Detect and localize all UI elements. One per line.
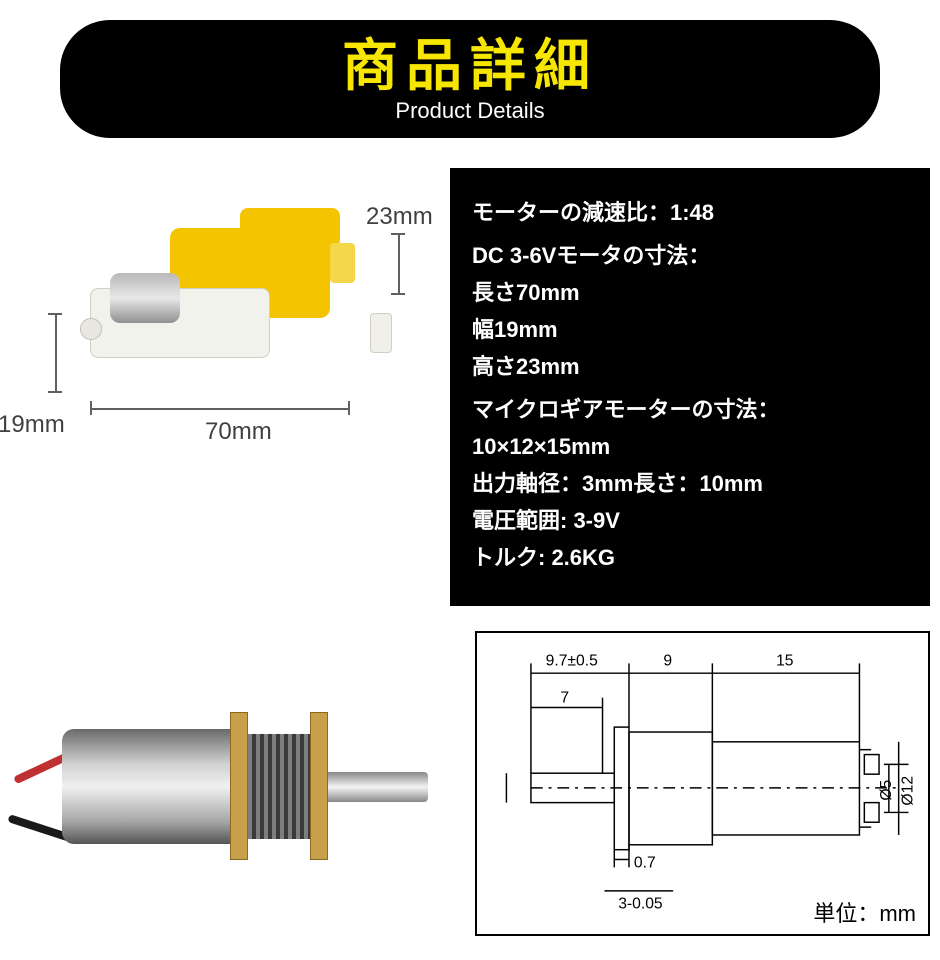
yellow-motor-diagram: 70mm 19mm 23mm [10,168,440,518]
header-band: 商品詳細 Product Details [60,20,880,138]
specs-panel: モーターの減速比：1:48 DC 3-6Vモータの寸法： 長さ70mm 幅19m… [450,168,930,606]
brass-plate-1 [230,712,248,860]
spec-micro-header: マイクロギアモーターの寸法： [472,393,908,426]
motor-output-peg [370,313,392,353]
dim-tick [90,401,92,415]
brass-plate-2 [310,712,328,860]
dim-tick [391,233,405,235]
dim-G: 3-0.05 [618,896,663,913]
dim-I: Ø12 [899,776,916,806]
spec-shaft: 出力軸径：3mm長さ：10mm [472,467,908,500]
dim-tick [48,391,62,393]
dim-D: 7 [560,690,569,707]
middle-row: 70mm 19mm 23mm モーターの減速比：1:48 DC 3-6Vモータの… [0,168,940,606]
motor-shaft-nub [80,318,102,340]
dim-line-height [398,233,400,295]
spec-volt: 電圧範囲: 3-9V [472,504,908,537]
micro-motor-photo [10,631,475,936]
spec-dc-height: 高さ23mm [472,350,908,383]
dim-E: 0.7 [634,854,656,871]
bottom-row: 9.7±0.5 9 15 7 0.7 2.5 3-0.05 Ø5 Ø12 単位：… [0,631,940,936]
technical-drawing-svg: 9.7±0.5 9 15 7 0.7 2.5 3-0.05 Ø5 Ø12 [477,633,928,934]
dim-B: 9 [663,652,672,669]
dim-label-width: 19mm [0,411,65,439]
dim-tick [391,293,405,295]
unit-label: 単位：mm [813,896,916,928]
gear-teeth [248,734,310,839]
spec-dc-length: 長さ70mm [472,276,908,309]
spec-torque: トルク: 2.6KG [472,541,908,574]
dim-C: 15 [776,652,794,669]
page-title: 商品詳細 [100,38,840,94]
spec-dc-header: DC 3-6Vモータの寸法： [472,239,908,272]
dim-A: 9.7±0.5 [546,652,598,669]
dim-tick [48,313,62,315]
dim-label-height: 23mm [366,203,433,231]
page-subtitle: Product Details [100,98,840,124]
dim-line-length [90,408,350,410]
micro-motor-body [62,729,232,844]
spec-micro-size: 10×12×15mm [472,430,908,463]
dim-label-length: 70mm [205,418,272,446]
technical-drawing: 9.7±0.5 9 15 7 0.7 2.5 3-0.05 Ø5 Ø12 単位：… [475,631,930,936]
dim-tick [348,401,350,415]
motor-can [110,273,180,323]
dim-line-width [55,313,57,393]
spec-ratio: モーターの減速比：1:48 [472,196,908,229]
spec-dc-width: 幅19mm [472,313,908,346]
motor-tab [330,243,355,283]
micro-motor-assembly [62,694,422,874]
yellow-motor-body [90,228,330,358]
dim-H: Ø5 [878,779,895,800]
output-shaft [328,772,428,802]
